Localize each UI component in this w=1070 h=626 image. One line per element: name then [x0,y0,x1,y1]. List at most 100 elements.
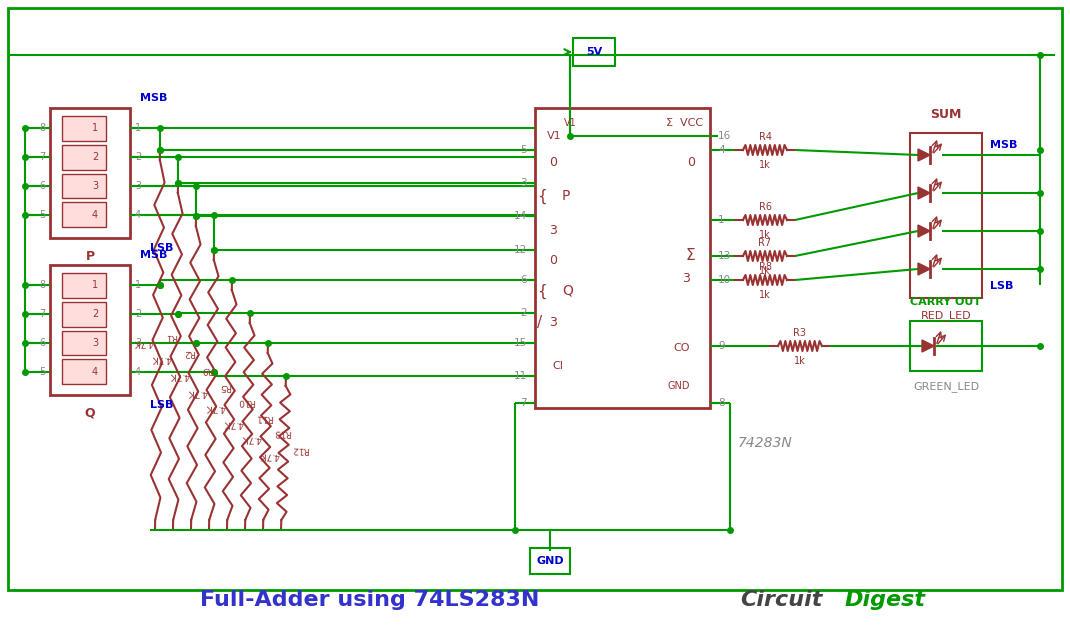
Text: P: P [562,189,570,203]
Text: 5V: 5V [586,47,602,57]
Text: R13: R13 [274,428,291,437]
Text: R9: R9 [201,364,214,374]
Text: 1k: 1k [759,266,770,276]
Text: 0: 0 [549,156,557,170]
Text: R6: R6 [759,202,771,212]
Text: MSB: MSB [140,93,167,103]
Text: CI: CI [552,361,563,371]
Text: 4.7K: 4.7K [134,337,153,347]
Text: 8: 8 [718,398,724,408]
Text: 1: 1 [92,123,98,133]
Text: R5: R5 [219,381,232,391]
Text: SUM: SUM [930,108,962,121]
Text: 4: 4 [92,210,98,220]
Text: GREEN_LED: GREEN_LED [913,381,979,392]
Text: 1k: 1k [794,356,806,366]
Text: 4: 4 [135,367,141,377]
Text: MSB: MSB [140,250,167,260]
Text: Σ  VCC: Σ VCC [667,118,704,128]
Text: 2: 2 [135,309,141,319]
Text: 5: 5 [520,145,528,155]
Text: RED_LED: RED_LED [920,310,972,321]
Text: 0: 0 [549,254,557,267]
Text: 1k: 1k [759,160,770,170]
Text: 4.7K: 4.7K [187,387,208,397]
Text: R7: R7 [759,238,771,248]
Text: 74283N: 74283N [737,436,793,450]
Polygon shape [918,263,930,275]
Text: CO: CO [673,343,690,353]
Text: 7: 7 [520,398,528,408]
Text: 4.7K: 4.7K [224,419,244,428]
Bar [62,202,106,227]
Text: 3: 3 [92,338,98,348]
Text: R11: R11 [256,413,274,422]
Text: 2: 2 [92,309,98,319]
Text: R12: R12 [291,444,309,454]
Text: 1: 1 [135,280,141,290]
Text: 6: 6 [520,275,528,285]
Text: 2: 2 [135,152,141,162]
Bar [62,302,106,327]
Text: 1k: 1k [759,290,770,300]
Bar [910,133,982,298]
Text: LSB: LSB [150,243,173,253]
Text: 3: 3 [92,181,98,191]
Text: 7: 7 [39,152,45,162]
Text: R10: R10 [238,396,256,406]
Polygon shape [918,187,930,199]
Text: 1: 1 [92,280,98,290]
Text: CARRY OUT: CARRY OUT [911,297,981,307]
Text: LSB: LSB [990,281,1013,291]
Text: 1k: 1k [759,230,770,240]
Bar [62,145,106,170]
FancyBboxPatch shape [530,548,570,574]
Text: 8: 8 [39,123,45,133]
Text: 4: 4 [92,367,98,377]
Bar [535,108,710,408]
Text: Full-Adder using 74LS283N: Full-Adder using 74LS283N [200,590,539,610]
Text: 16: 16 [718,131,731,141]
FancyBboxPatch shape [574,38,615,66]
Text: 4.7K: 4.7K [151,354,171,363]
Text: 3: 3 [683,272,690,284]
Bar [50,108,129,238]
Text: 5: 5 [39,367,45,377]
Text: 6: 6 [39,338,45,348]
Text: 7: 7 [39,309,45,319]
Text: 9: 9 [718,341,724,351]
Text: 13: 13 [718,251,731,261]
Bar [62,116,106,141]
Text: R3: R3 [794,328,807,338]
Text: Q: Q [562,284,572,298]
Text: 2: 2 [520,308,528,318]
Text: LSB: LSB [150,400,173,410]
Text: 3: 3 [135,338,141,348]
Text: 3: 3 [549,223,556,237]
Text: 4.7K: 4.7K [241,434,261,443]
Text: R1: R1 [166,331,178,341]
Text: 3: 3 [549,317,556,329]
Text: {: { [537,188,547,203]
Text: Circuit: Circuit [740,590,823,610]
Text: Σ: Σ [686,249,696,264]
Text: 10: 10 [718,275,731,285]
Text: 1: 1 [135,123,141,133]
Text: 4.7K: 4.7K [169,371,189,379]
Text: 4.7K: 4.7K [205,403,226,412]
Text: /: / [537,316,542,331]
Text: 4: 4 [135,210,141,220]
Text: GND: GND [668,381,690,391]
Bar [50,265,129,395]
Text: 6: 6 [39,181,45,191]
Text: 11: 11 [514,371,528,381]
Bar [62,273,106,298]
Bar [62,173,106,198]
Text: GND: GND [536,556,564,566]
Text: R2: R2 [183,348,196,357]
Text: Digest: Digest [845,590,926,610]
Bar [62,359,106,384]
Text: V1: V1 [547,131,562,141]
Text: 4: 4 [718,145,724,155]
Text: R8: R8 [759,262,771,272]
